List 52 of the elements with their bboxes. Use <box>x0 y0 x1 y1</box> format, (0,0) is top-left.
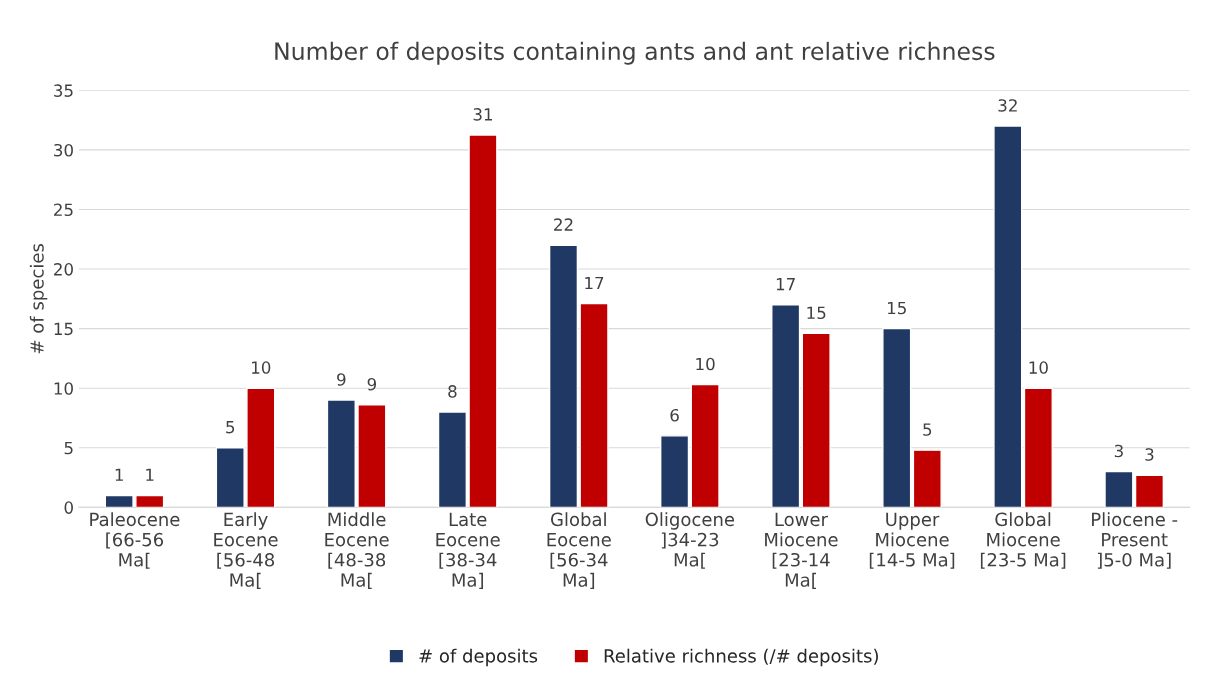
bar <box>771 304 801 508</box>
data-label: 15 <box>887 301 906 315</box>
data-label: 15 <box>807 306 826 320</box>
legend-label: # of deposits <box>419 648 538 667</box>
x-tick-label: Middle Eocene [48-38 Ma[ <box>325 512 389 589</box>
data-label: 9 <box>367 377 377 391</box>
x-tick-label: Lower Miocene [23-14 Ma[ <box>765 512 838 589</box>
bar <box>1023 387 1053 508</box>
data-label: 17 <box>776 278 795 291</box>
data-label: 1 <box>146 468 154 481</box>
x-tick-label: Oligocene ]34-23 Ma[ <box>645 512 735 569</box>
x-tick-label: Early Eocene [56-48 Ma[ <box>214 512 278 589</box>
x-tick-label: Global Miocene [23-5 Ma] <box>980 512 1066 569</box>
bar <box>801 332 831 508</box>
data-label: 22 <box>554 218 573 231</box>
y-tick-label: 20 <box>54 263 73 276</box>
y-tick-label: 15 <box>54 322 73 336</box>
data-label: 5 <box>226 421 235 434</box>
x-tick-label: Upper Miocene [14-5 Ma] <box>869 512 955 569</box>
data-label: 10 <box>1029 361 1048 374</box>
x-tick-label: Paleocene [66-56 Ma[ <box>90 512 180 569</box>
bar <box>882 327 912 508</box>
bar <box>660 435 690 508</box>
data-label: 32 <box>998 99 1017 112</box>
chart-title: Number of deposits containing ants and ant relative richness <box>275 41 995 65</box>
y-tick-label: 10 <box>54 382 73 395</box>
y-tick-label: 0 <box>64 501 73 514</box>
data-label: 6 <box>670 408 679 422</box>
x-tick-label: Late Eocene [38-34 Ma] <box>436 512 500 589</box>
data-label: 17 <box>585 276 604 290</box>
y-tick-label: 30 <box>54 143 73 157</box>
data-label: 8 <box>448 385 457 398</box>
bar <box>993 125 1023 508</box>
data-label: 3 <box>1114 444 1123 458</box>
data-label: 10 <box>696 357 715 371</box>
x-tick-label: Global Eocene [56-34 Ma] <box>547 512 611 589</box>
data-label: 10 <box>252 361 271 374</box>
data-label: 1 <box>115 468 123 481</box>
y-axis-title: # of species <box>29 244 48 354</box>
bar <box>1104 470 1134 508</box>
data-label: 9 <box>337 373 346 386</box>
x-tick-label: Pliocene - Present ]5-0 Ma] <box>1092 512 1178 569</box>
bar <box>690 383 720 508</box>
bar <box>1134 474 1165 508</box>
legend-label: Relative richness (/# deposits) <box>604 648 878 667</box>
bar <box>912 449 942 508</box>
y-tick-label: 35 <box>54 84 73 97</box>
y-tick-label: 5 <box>64 441 73 455</box>
data-label: 31 <box>473 108 493 121</box>
data-label: 3 <box>1145 448 1154 461</box>
data-label: 5 <box>923 423 932 436</box>
y-tick-label: 25 <box>54 203 73 217</box>
